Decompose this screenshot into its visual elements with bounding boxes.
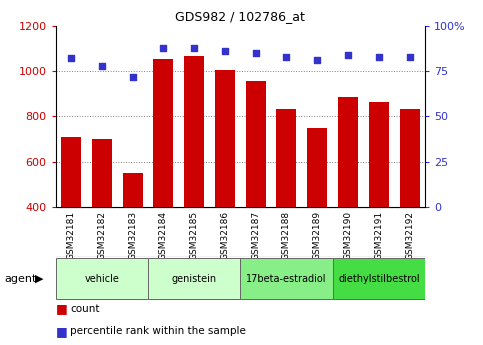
Bar	[399, 109, 420, 207]
Bar	[240, 258, 333, 299]
Text: GSM32184: GSM32184	[159, 211, 168, 260]
Bar	[276, 109, 297, 207]
Bar	[338, 97, 358, 207]
Point	[159, 45, 167, 50]
Point	[252, 50, 259, 56]
Point	[344, 52, 352, 58]
Title: GDS982 / 102786_at: GDS982 / 102786_at	[175, 10, 305, 23]
Text: GSM32191: GSM32191	[374, 211, 384, 260]
Point	[190, 45, 198, 50]
Bar	[153, 59, 173, 207]
Point	[67, 56, 75, 61]
Text: GSM32189: GSM32189	[313, 211, 322, 260]
Text: GSM32190: GSM32190	[343, 211, 353, 260]
Point	[128, 74, 136, 79]
Text: GSM32187: GSM32187	[251, 211, 260, 260]
Text: GSM32183: GSM32183	[128, 211, 137, 260]
Text: percentile rank within the sample: percentile rank within the sample	[70, 326, 246, 336]
Text: vehicle: vehicle	[85, 274, 119, 284]
Text: ■: ■	[56, 325, 67, 338]
Text: ▶: ▶	[35, 274, 43, 284]
Text: agent: agent	[5, 275, 37, 284]
Text: genistein: genistein	[171, 274, 217, 284]
Text: diethylstilbestrol: diethylstilbestrol	[338, 274, 420, 284]
Point	[98, 63, 106, 68]
Bar	[92, 139, 112, 207]
Bar	[148, 258, 241, 299]
Text: 17beta-estradiol: 17beta-estradiol	[246, 274, 327, 284]
Bar	[246, 81, 266, 207]
Text: count: count	[70, 304, 99, 314]
Bar	[123, 173, 142, 207]
Bar	[333, 258, 425, 299]
Text: GSM32185: GSM32185	[190, 211, 199, 260]
Text: ■: ■	[56, 302, 67, 315]
Point	[283, 54, 290, 59]
Text: GSM32182: GSM32182	[97, 211, 106, 260]
Point	[313, 58, 321, 63]
Text: GSM32186: GSM32186	[220, 211, 229, 260]
Bar	[61, 137, 81, 207]
Bar	[56, 258, 148, 299]
Text: GSM32188: GSM32188	[282, 211, 291, 260]
Text: GSM32181: GSM32181	[67, 211, 75, 260]
Bar	[215, 70, 235, 207]
Bar	[369, 102, 389, 207]
Point	[406, 54, 413, 59]
Bar	[307, 128, 327, 207]
Point	[375, 54, 383, 59]
Point	[221, 48, 229, 54]
Text: GSM32192: GSM32192	[405, 211, 414, 260]
Bar	[184, 57, 204, 207]
